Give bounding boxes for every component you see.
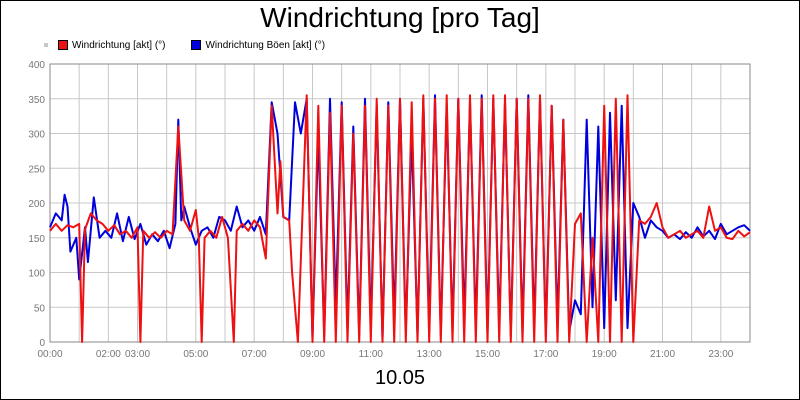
x-tick-label: 03:00	[125, 349, 150, 360]
legend-label-boeen: Windrichtung Böen [akt] (°)	[205, 39, 326, 51]
y-tick-label: 100	[28, 269, 45, 280]
legend-swatch-blue	[191, 40, 202, 50]
x-tick-label: 15:00	[475, 349, 500, 360]
x-axis-label: 10.05	[374, 367, 426, 389]
legend-item-akt: Windrichtung [akt] (°)	[58, 40, 165, 51]
series-line-boeen	[49, 94, 751, 340]
y-tick-label: 300	[28, 130, 45, 141]
x-tick-label: 17:00	[533, 349, 558, 360]
y-tick-label: 50	[34, 303, 46, 314]
legend-label-akt: Windrichtung [akt] (°)	[72, 39, 166, 51]
y-tick-label: 150	[28, 234, 45, 245]
x-tick-label: 13:00	[417, 349, 442, 360]
legend: Windrichtung [akt] (°) Windrichtung Böen…	[44, 38, 351, 52]
y-tick-label: 350	[28, 95, 45, 106]
x-tick-label: 21:00	[650, 349, 675, 360]
x-tick-label: 19:00	[592, 349, 617, 360]
x-tick-label: 11:00	[359, 349, 384, 360]
chart-title: Windrichtung [pro Tag]	[260, 2, 540, 33]
legend-item-boeen: Windrichtung Böen [akt] (°)	[191, 40, 325, 51]
series-line-akt	[49, 94, 751, 343]
y-tick-label: 400	[28, 60, 45, 71]
legend-dot-icon	[44, 43, 48, 47]
y-tick-label: 0	[39, 338, 45, 349]
x-tick-label: 23:00	[708, 349, 733, 360]
x-tick-label: 05:00	[183, 349, 208, 360]
y-tick-label: 250	[28, 164, 45, 175]
plot-border	[49, 63, 751, 343]
y-tick-label: 200	[28, 199, 45, 210]
x-tick-label: 07:00	[242, 349, 267, 360]
x-tick-label: 02:00	[96, 349, 121, 360]
x-tick-label: 09:00	[300, 349, 325, 360]
x-tick-label: 00:00	[37, 349, 62, 360]
legend-swatch-red	[58, 40, 68, 50]
